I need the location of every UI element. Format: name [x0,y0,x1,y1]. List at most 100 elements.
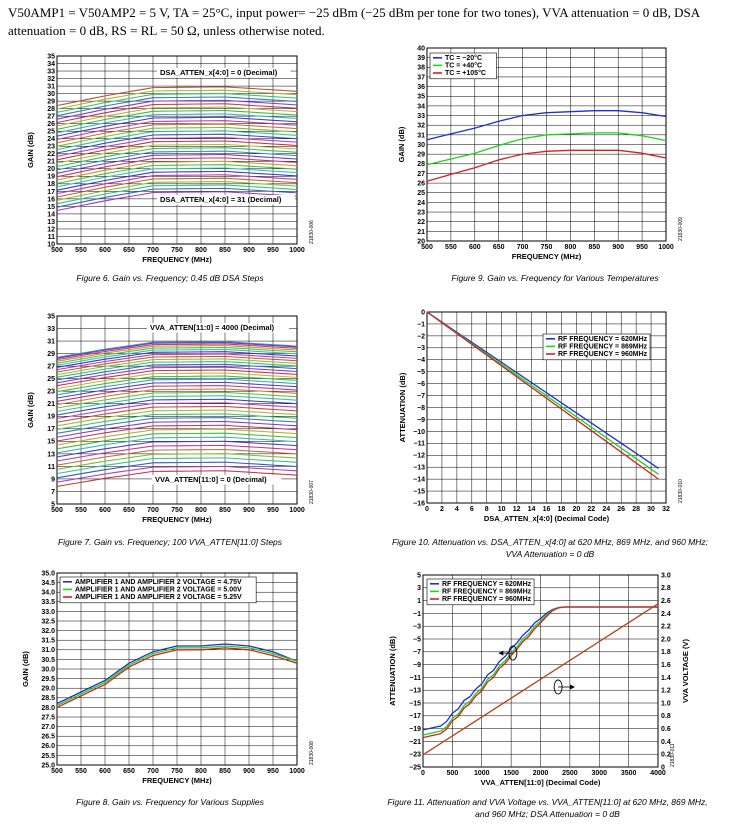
x-tick-label: 850 [219,768,231,775]
family-curve [56,405,298,423]
series-line [56,643,298,705]
y2-tick-label: 2.0 [661,636,671,643]
x-tick-label: 950 [267,247,279,254]
plot-frame [422,574,659,768]
family-curve [56,147,298,168]
y-tick-label: 31 [47,338,55,345]
family-curve [56,130,298,151]
family-curve [56,369,298,387]
x-tick-label: 800 [195,768,207,775]
y-tick-label: −4 [417,357,425,364]
y-tick-label: 7 [51,489,55,496]
family-curve [56,448,298,466]
x-tick-label: 700 [517,244,529,251]
x-tick-label: 1000 [658,244,674,251]
x-tick-label: 550 [75,247,87,254]
x-axis-label: FREQUENCY (MHz) [512,252,582,261]
family-curve [56,116,298,137]
chart-fig10: 0 2 4 6 8 10 12 14 16 18 20 22 24 26 28 30 320−1−2−3−4−5… [398,309,684,523]
y-tick-label: 1 [417,598,421,605]
y-tick-label: 30 [417,142,425,149]
y-tick-label: 34.5 [41,580,55,587]
family-curve [56,465,298,483]
annotation: DSA_ATTEN_x[4:0] = 0 (Decimal) [160,68,278,77]
legend-entry: TC = +40°C [445,62,482,70]
annotation: DSA_ATTEN_x[4:0] = 31 (Decimal) [160,195,282,204]
family-curve [56,343,298,361]
figure-caption: Figure 11. Attenuation and VVA Voltage v… [387,797,708,819]
y-tick-label: 24 [417,200,425,207]
family-curve [56,363,298,381]
y2-tick-label: 1.8 [661,649,671,656]
family-curve [56,351,298,368]
y-tick-label: 17 [47,189,55,196]
family-curve [56,164,298,185]
x-tick-label: 22 [587,506,595,513]
family-curve [56,375,298,393]
x-tick-label: 32 [662,506,670,513]
family-curve [56,157,298,178]
family-curve [56,106,298,127]
y-tick-label: 21 [47,159,55,166]
y2-tick-label: 3.0 [661,572,671,579]
x-tick-label: 1000 [289,247,305,254]
y-tick-label: 31 [417,132,425,139]
figure-caption: Figure 10. Attenuation vs. DSA_ATTEN_x[4… [391,537,709,559]
x-axis-label: FREQUENCY (MHz) [142,255,212,264]
family-curve [56,417,298,434]
y-tick-label: 22 [47,151,55,158]
y-tick-label: 38 [417,65,425,72]
family-curve [56,453,298,470]
figure-caption: Figure 8. Gain vs. Frequency for Various… [76,797,264,807]
y-tick-label: 27 [417,171,425,178]
y-tick-label: −7 [417,393,425,400]
family-curve [56,143,298,164]
series-line [422,606,658,739]
x-tick-label: 2000 [533,770,549,777]
x-tick-label: 950 [267,507,279,514]
y-tick-label: 25 [47,376,55,383]
x-tick-label: 500 [51,247,63,254]
y-tick-label: 31 [47,83,55,90]
y-tick-label: 10 [47,241,55,248]
y-tick-label: 25 [47,129,55,136]
y-tick-label: 33 [47,68,55,75]
figure-code: 21830-007 [309,480,315,504]
x-tick-label: 500 [421,244,433,251]
x-tick-label: 600 [99,768,111,775]
family-curve [56,353,298,371]
y-tick-label: 34 [417,103,425,110]
x-tick-label: 950 [267,768,279,775]
family-curve [56,103,298,124]
y-tick-label: 20 [417,238,425,245]
family-curve [56,372,298,390]
x-axis-label: FREQUENCY (MHz) [142,515,212,524]
x-tick-label: 850 [588,244,600,251]
series-line [56,647,298,708]
y-tick-label: 32.5 [41,618,55,625]
x-tick-label: 650 [123,507,135,514]
plot-frame [56,572,298,766]
legend-box [426,578,535,606]
y-tick-label: 26 [417,181,425,188]
y-tick-label: 27.5 [41,714,55,721]
y-tick-label: 21 [417,229,425,236]
x-tick-label: 500 [51,768,63,775]
x-tick-label: 12 [513,506,521,513]
x-tick-label: 10 [498,506,506,513]
family-curve [56,444,298,462]
x-tick-label: 650 [123,247,135,254]
family-curve [56,342,298,359]
family-curve [56,470,298,488]
y-tick-label: 26 [47,121,55,128]
y-tick-label: 12 [47,226,55,233]
family-curve [56,99,298,120]
x-axis-label: VVA_ATTEN[11:0] (Decimal Code) [481,778,601,787]
x-tick-label: 550 [445,244,457,251]
y-tick-label: 15 [47,439,55,446]
y2-tick-label: 0.4 [661,739,671,746]
y-tick-label: −8 [417,405,425,412]
y-tick-label: 29 [417,152,425,159]
x-tick-label: 3500 [621,770,637,777]
figure-code: 21830-006 [309,220,315,244]
